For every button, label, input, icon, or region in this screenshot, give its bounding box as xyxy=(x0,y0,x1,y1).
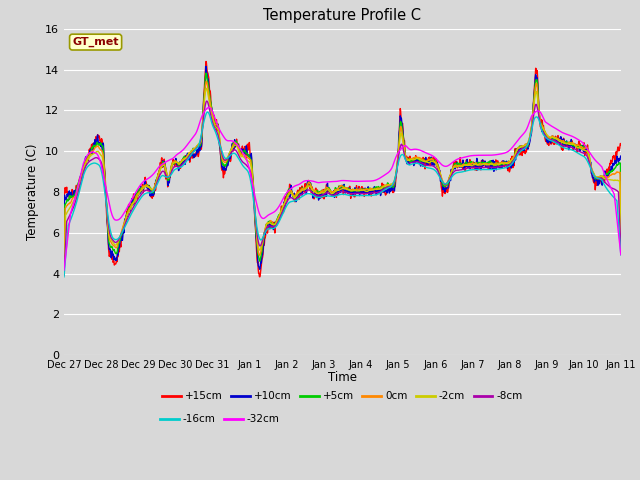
Y-axis label: Temperature (C): Temperature (C) xyxy=(26,144,40,240)
Title: Temperature Profile C: Temperature Profile C xyxy=(264,9,421,24)
X-axis label: Time: Time xyxy=(328,372,357,384)
Legend: -16cm, -32cm: -16cm, -32cm xyxy=(156,410,284,428)
Text: GT_met: GT_met xyxy=(72,37,119,47)
